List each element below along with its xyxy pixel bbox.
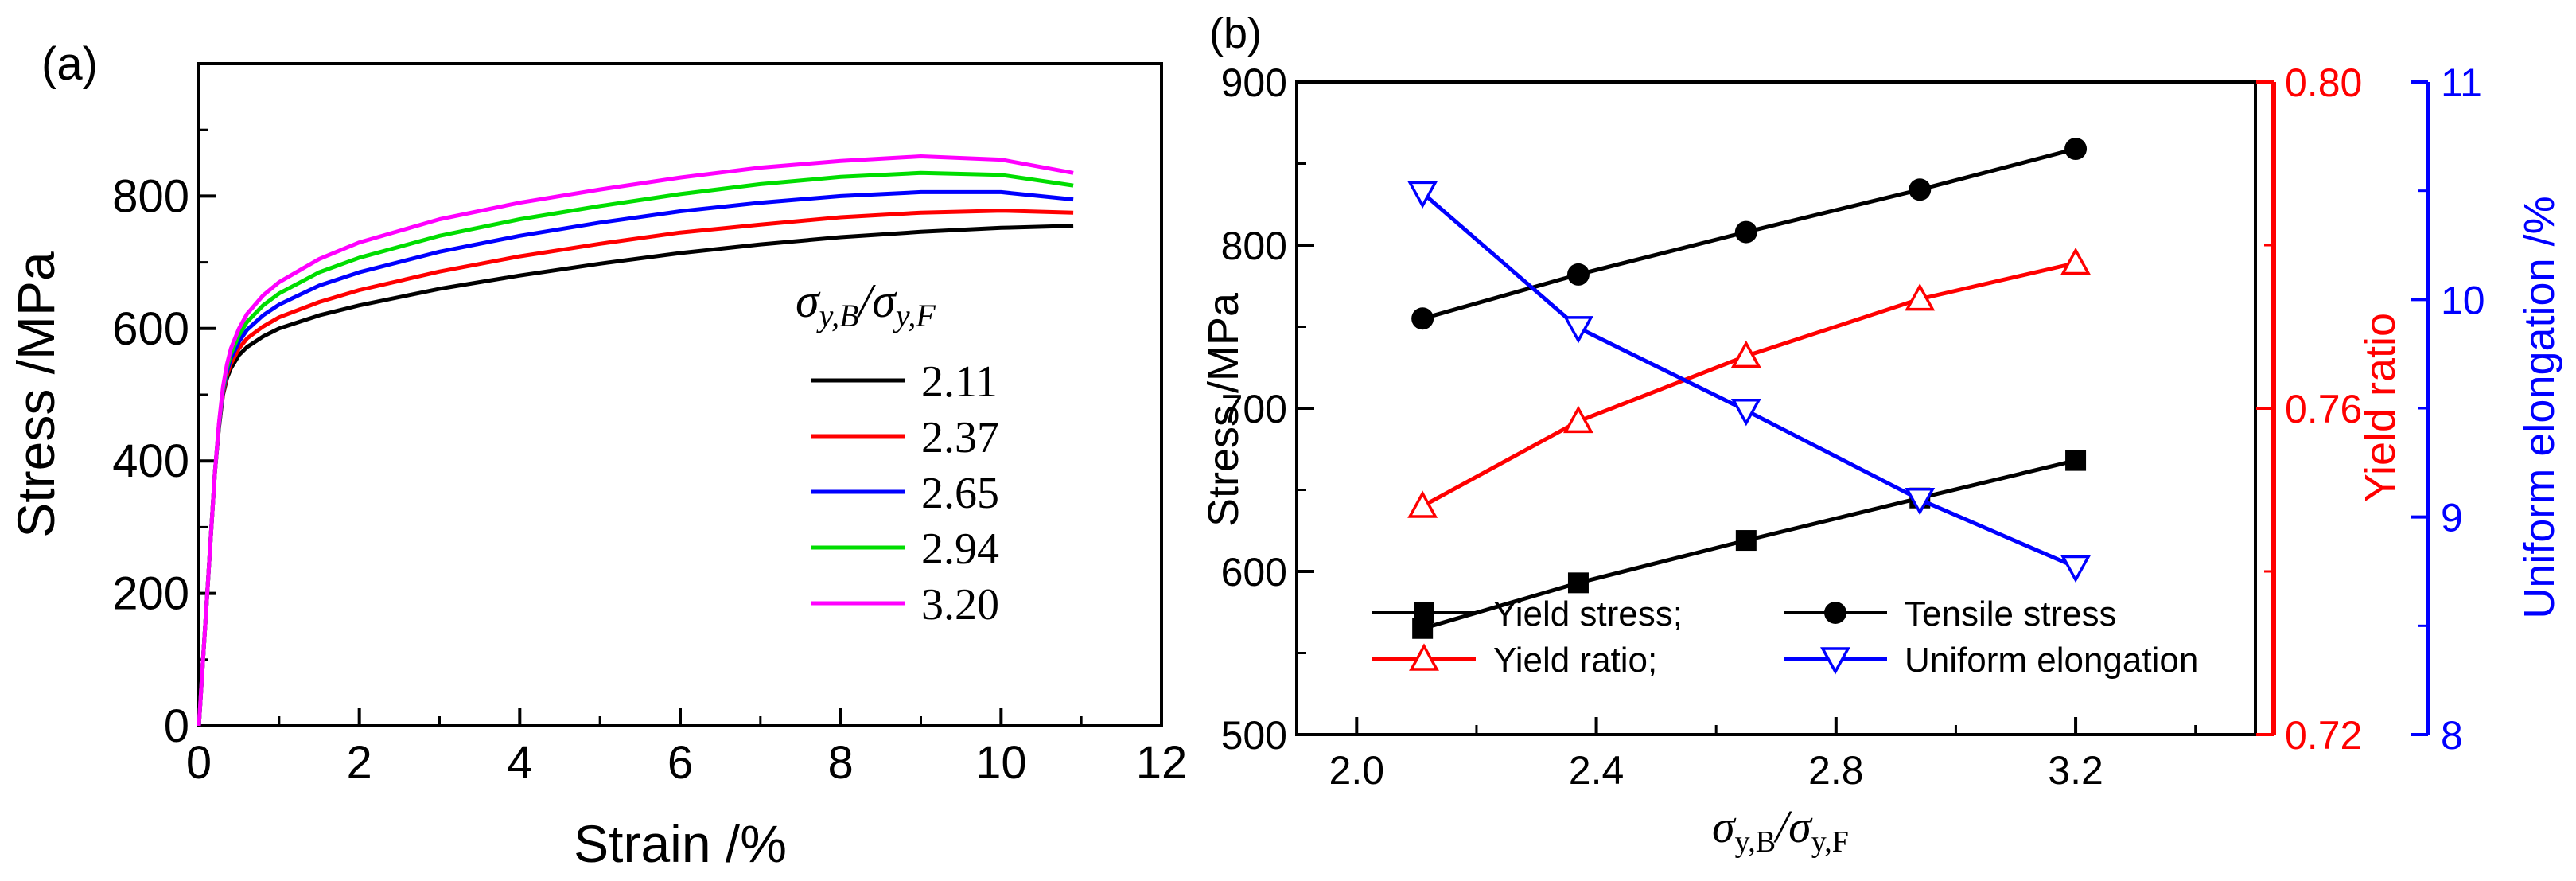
data-point-circle [2064, 138, 2088, 161]
y2-tick-label: 0.76 [2285, 387, 2362, 431]
x-tick-label: 0 [186, 737, 212, 789]
y3-tick-label: 9 [2441, 496, 2463, 540]
panel-a-x-label: Strain /% [574, 814, 787, 873]
x-tick-label: 2 [347, 737, 372, 789]
legend-label: Yield stress; [1493, 594, 1683, 633]
series-line-3.20 [197, 154, 1074, 727]
legend-label-2.11: 2.11 [921, 357, 998, 407]
y3-tick-label: 8 [2441, 713, 2463, 758]
panel-a: (a) 0 2 4 6 8 10 12 0 200 400 600 800 Strain /% St… [6, 38, 1187, 873]
y-tick-label: 0 [164, 700, 189, 752]
panel-a-y-axis: 0 200 400 600 800 [112, 128, 216, 752]
x-tick-label: 3.2 [2048, 748, 2103, 793]
y-tick-label: 400 [112, 435, 189, 487]
panel-b-x-axis: 2.0 2.4 2.8 3.2 [1329, 717, 2197, 793]
legend-swatch-marker [1824, 602, 1846, 624]
series-line-Yield ratio; [1422, 261, 2076, 509]
x-tick-label: 10 [975, 737, 1027, 789]
panel-a-y-label: Stress /MPa [6, 251, 65, 538]
legend-swatch-marker [1409, 643, 1439, 671]
legend-swatch-marker [1820, 647, 1850, 675]
legend-label-2.37: 2.37 [921, 413, 999, 462]
series-line-Uniform elongation [1421, 191, 2077, 569]
y-tick-label: 900 [1221, 60, 1287, 105]
data-point-square [2065, 450, 2087, 471]
legend-label: Tensile stress [1905, 594, 2117, 633]
panel-a-label: (a) [41, 38, 98, 90]
x-tick-label: 4 [507, 737, 532, 789]
data-point-triangle-up [1905, 283, 1936, 311]
data-point-triangle-up [1730, 340, 1761, 368]
data-point-triangle-down [1730, 398, 1761, 427]
y-tick-label: 800 [1221, 224, 1287, 268]
panel-a-legend: σy,B/σy,F 2.11 2.37 2.65 2.94 3.20 [796, 275, 999, 630]
legend-label: Uniform elongation [1905, 641, 2198, 680]
panel-b-plot-frame [1295, 80, 2257, 736]
panel-a-series [197, 154, 1074, 727]
data-point-square [1567, 572, 1589, 594]
y-tick-label: 600 [112, 303, 189, 355]
panel-b-legend: Yield stress; Tensile stress Yield ratio; U… [1372, 594, 2198, 680]
y3-tick-label: 10 [2441, 278, 2485, 322]
data-point-triangle-up [2060, 247, 2092, 275]
legend-swatch-marker [1414, 602, 1434, 623]
data-point-circle [1411, 307, 1434, 330]
data-point-triangle-down [1407, 181, 1438, 209]
panel-b-y-axis: 500 600 700 800 900 [1221, 60, 1314, 758]
panel-b-elongation-axis: 8 9 10 11 [2411, 60, 2485, 758]
legend-label-3.20: 3.20 [921, 580, 999, 630]
data-point-circle [1734, 220, 1757, 244]
panel-b-y3-label: Uniform elongation /% [2516, 196, 2563, 618]
x-tick-label: 2.8 [1808, 748, 1864, 793]
panel-b-label: (b) [1209, 10, 1262, 57]
data-point-circle [1566, 263, 1590, 286]
x-tick-label: 12 [1136, 737, 1188, 789]
svg-text:σy,B/σy,F: σy,B/σy,F [1712, 801, 1849, 859]
legend-label-2.94: 2.94 [921, 524, 999, 574]
panel-a-x-axis: 0 2 4 6 8 10 12 [186, 708, 1187, 789]
data-point-triangle-down [1563, 316, 1593, 344]
data-point-circle [1909, 178, 1932, 201]
panel-b-yield-ratio-axis: 0.72 0.76 0.80 [2256, 60, 2362, 758]
y3-tick-label: 11 [2441, 60, 2482, 105]
y-tick-label: 800 [112, 170, 189, 222]
legend-title: σy,B/σy,F [796, 275, 936, 333]
legend-label-2.65: 2.65 [921, 469, 999, 518]
y-tick-label: 700 [1221, 387, 1287, 431]
y2-tick-label: 0.72 [2285, 713, 2362, 758]
panel-b-y2-label: Yield ratio [2356, 313, 2404, 502]
data-point-triangle-up [1563, 405, 1593, 434]
x-tick-label: 2.0 [1329, 748, 1385, 793]
panel-b-x-label: σy,B/σy,F [1712, 801, 1849, 859]
x-tick-label: 8 [828, 737, 854, 789]
data-point-triangle-down [1905, 488, 1936, 516]
data-point-square [1735, 530, 1757, 552]
y2-tick-label: 0.80 [2285, 60, 2362, 105]
y-tick-label: 600 [1221, 550, 1287, 594]
panel-b-series [1407, 138, 2092, 639]
x-tick-label: 6 [667, 737, 693, 789]
data-point-triangle-down [2060, 555, 2092, 583]
data-point-triangle-up [1407, 490, 1438, 518]
y-tick-label: 500 [1221, 713, 1287, 758]
panel-b-y-label: Stress /MPa [1200, 292, 1247, 527]
y-tick-label: 200 [112, 568, 189, 620]
legend-label: Yield ratio; [1493, 641, 1657, 680]
x-tick-label: 2.4 [1569, 748, 1625, 793]
